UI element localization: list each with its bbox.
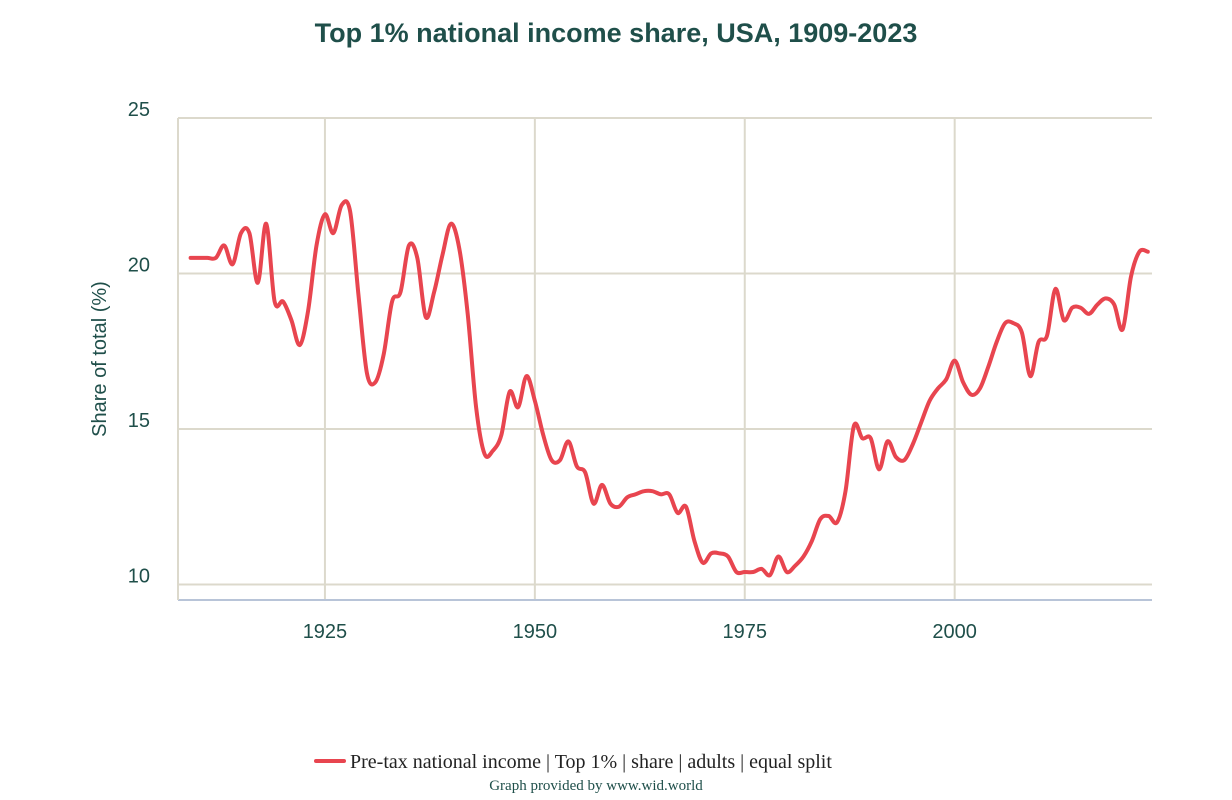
y-tick-labels: 10 15 20 25: [128, 99, 150, 587]
series-line: [188, 199, 1150, 578]
y-axis-label: Share of total (%): [89, 281, 111, 437]
x-tick-label: 1975: [723, 621, 768, 643]
chart-title: Top 1% national income share, USA, 1909-…: [315, 18, 918, 48]
y-tick-label: 20: [128, 254, 150, 276]
y-gridlines: [178, 117, 1152, 586]
x-tick-label: 1925: [303, 621, 348, 643]
x-tick-label: 1950: [513, 621, 558, 643]
x-gridlines: [323, 118, 956, 600]
y-tick-label: 10: [128, 565, 150, 587]
legend-label: Pre-tax national income | Top 1% | share…: [350, 751, 832, 773]
legend[interactable]: Pre-tax national income | Top 1% | share…: [314, 751, 832, 773]
credit-text: Graph provided by www.wid.world: [489, 778, 703, 794]
y-tick-label: 25: [128, 99, 150, 121]
y-tick-label: 15: [128, 410, 150, 432]
x-tick-labels: 1925 1950 1975 2000: [303, 621, 977, 643]
x-tick-label: 2000: [932, 621, 977, 643]
